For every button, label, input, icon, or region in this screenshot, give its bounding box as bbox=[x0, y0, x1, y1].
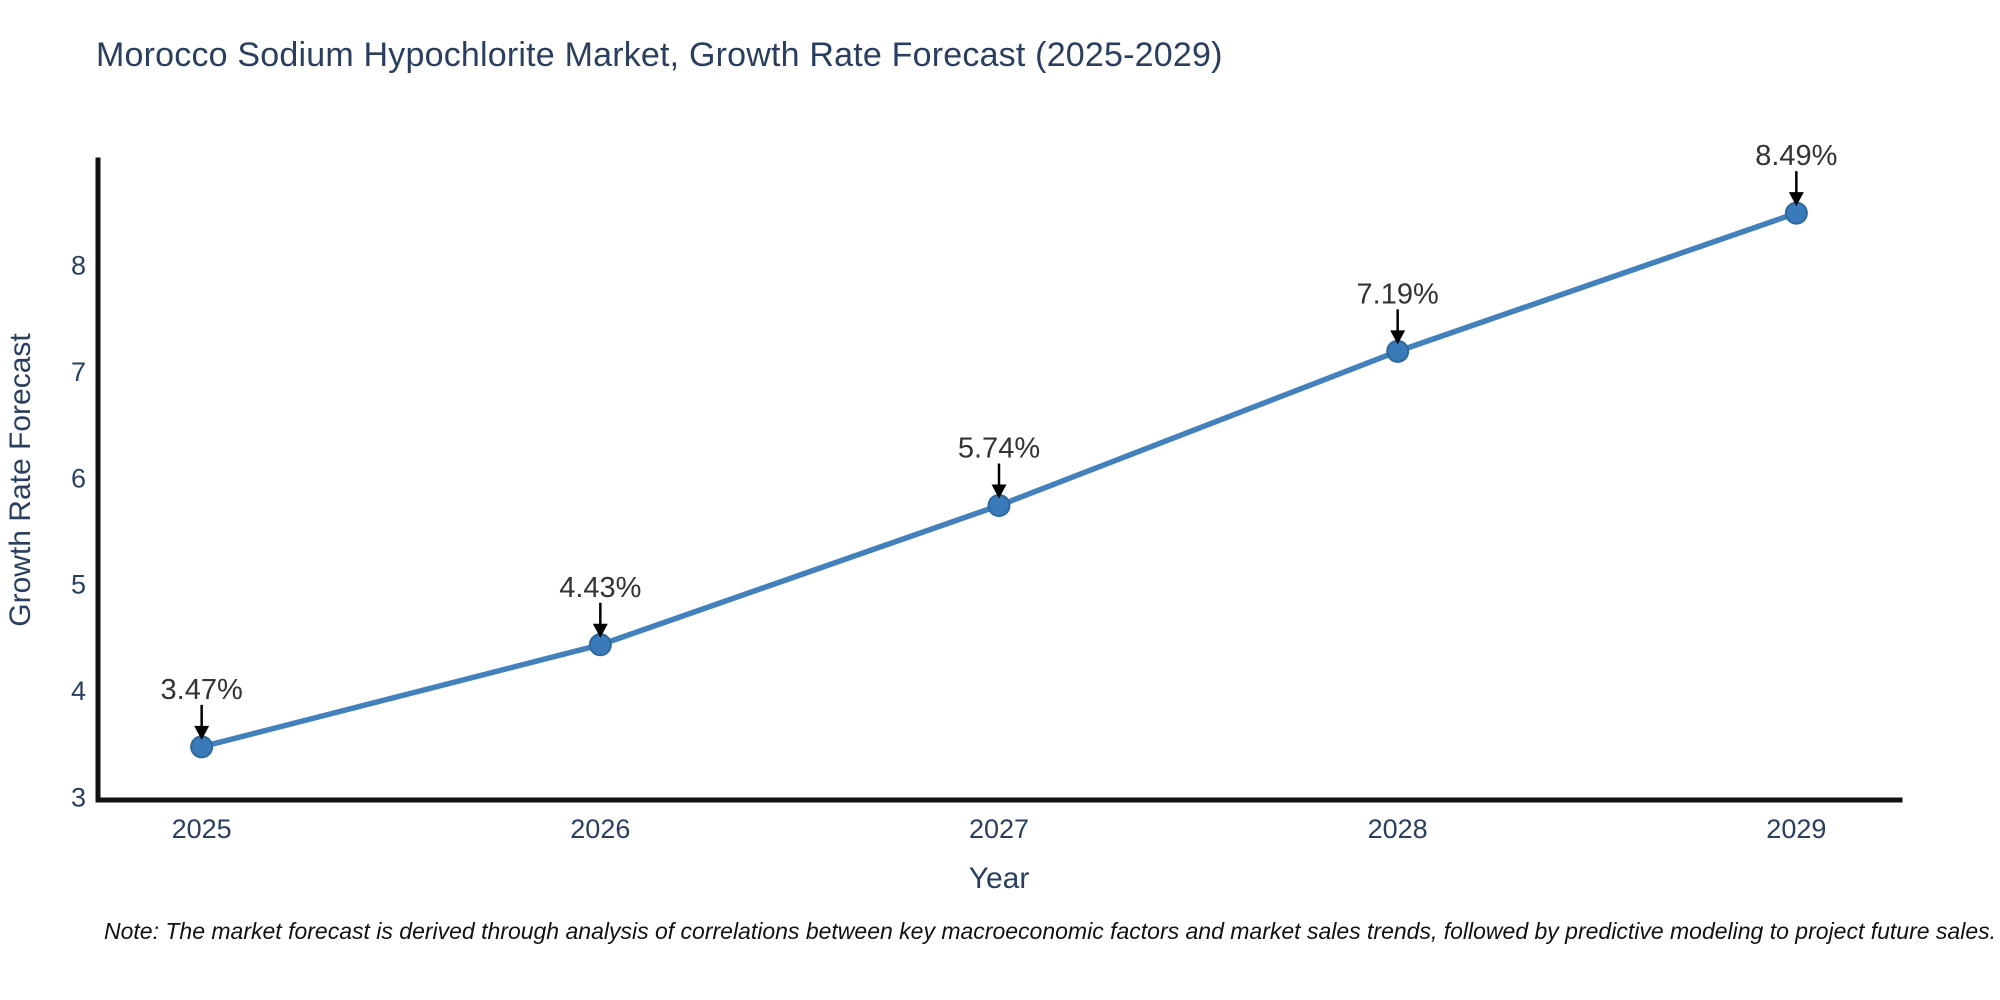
forecast-note: Note: The market forecast is derived thr… bbox=[104, 918, 1997, 944]
annotation-label: 5.74% bbox=[958, 433, 1040, 465]
point-annotation: 5.74% bbox=[958, 433, 1040, 499]
y-tick-label: 3 bbox=[71, 782, 86, 812]
annotation-arrowhead bbox=[194, 725, 210, 740]
x-tick-labels: 2025 2026 2027 2028 2029 bbox=[172, 814, 1827, 844]
annotation-label: 8.49% bbox=[1755, 140, 1837, 172]
annotation-arrowhead bbox=[1788, 192, 1804, 207]
annotations-group: 3.47% 4.43% 5.74% 7.19% 8.49% bbox=[161, 140, 1837, 740]
annotation-label: 4.43% bbox=[559, 572, 641, 604]
y-tick-label: 7 bbox=[71, 357, 86, 387]
x-tick-label: 2025 bbox=[172, 814, 232, 844]
x-tick-label: 2027 bbox=[969, 814, 1029, 844]
x-tick-label: 2029 bbox=[1766, 814, 1826, 844]
x-tick-label: 2028 bbox=[1368, 814, 1428, 844]
annotation-label: 3.47% bbox=[161, 674, 243, 706]
point-annotation: 4.43% bbox=[559, 572, 641, 638]
annotation-arrowhead bbox=[991, 484, 1007, 499]
point-annotation: 8.49% bbox=[1755, 140, 1837, 207]
x-axis-title: Year bbox=[969, 862, 1030, 895]
chart-title: Morocco Sodium Hypochlorite Market, Grow… bbox=[96, 36, 1223, 74]
y-tick-label: 4 bbox=[71, 676, 86, 706]
y-tick-label: 6 bbox=[71, 463, 86, 493]
y-tick-label: 5 bbox=[71, 570, 86, 600]
y-axis-title: Growth Rate Forecast bbox=[4, 333, 37, 627]
point-annotation: 7.19% bbox=[1357, 278, 1439, 345]
point-annotation: 3.47% bbox=[161, 674, 243, 740]
y-tick-labels: 3 4 5 6 7 8 bbox=[71, 251, 86, 813]
annotation-arrowhead bbox=[1390, 330, 1406, 345]
x-tick-label: 2026 bbox=[570, 814, 630, 844]
annotation-arrowhead bbox=[592, 623, 608, 638]
y-tick-label: 8 bbox=[71, 251, 86, 281]
series-group bbox=[190, 201, 1808, 759]
annotation-label: 7.19% bbox=[1357, 278, 1439, 310]
axis-lines bbox=[95, 157, 1903, 803]
